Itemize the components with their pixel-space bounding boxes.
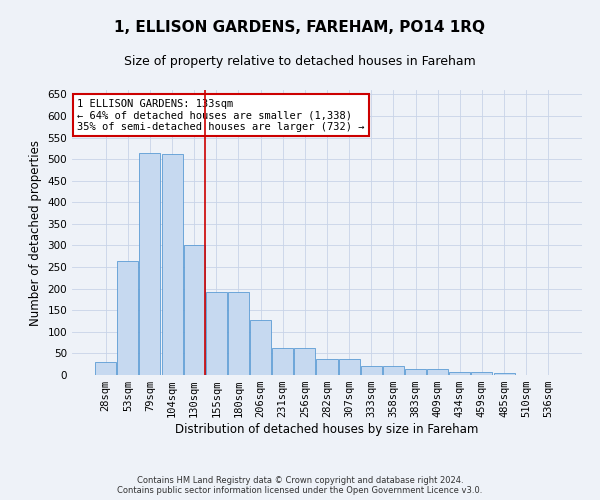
Bar: [494, 374, 515, 375]
Bar: [316, 359, 338, 375]
Bar: [405, 369, 426, 375]
X-axis label: Distribution of detached houses by size in Fareham: Distribution of detached houses by size …: [175, 423, 479, 436]
Y-axis label: Number of detached properties: Number of detached properties: [29, 140, 42, 326]
Text: 1, ELLISON GARDENS, FAREHAM, PO14 1RQ: 1, ELLISON GARDENS, FAREHAM, PO14 1RQ: [115, 20, 485, 35]
Bar: [250, 320, 271, 375]
Bar: [338, 359, 359, 375]
Text: 1 ELLISON GARDENS: 133sqm
← 64% of detached houses are smaller (1,338)
35% of se: 1 ELLISON GARDENS: 133sqm ← 64% of detac…: [77, 98, 365, 132]
Bar: [383, 366, 404, 375]
Bar: [139, 154, 160, 375]
Bar: [184, 244, 205, 375]
Bar: [118, 262, 139, 375]
Bar: [295, 348, 316, 375]
Bar: [161, 154, 182, 375]
Bar: [427, 369, 448, 375]
Bar: [472, 372, 493, 375]
Bar: [228, 292, 249, 375]
Bar: [206, 292, 227, 375]
Text: Contains HM Land Registry data © Crown copyright and database right 2024.
Contai: Contains HM Land Registry data © Crown c…: [118, 476, 482, 495]
Bar: [449, 372, 470, 375]
Bar: [361, 366, 382, 375]
Bar: [272, 348, 293, 375]
Bar: [95, 362, 116, 375]
Text: Size of property relative to detached houses in Fareham: Size of property relative to detached ho…: [124, 55, 476, 68]
